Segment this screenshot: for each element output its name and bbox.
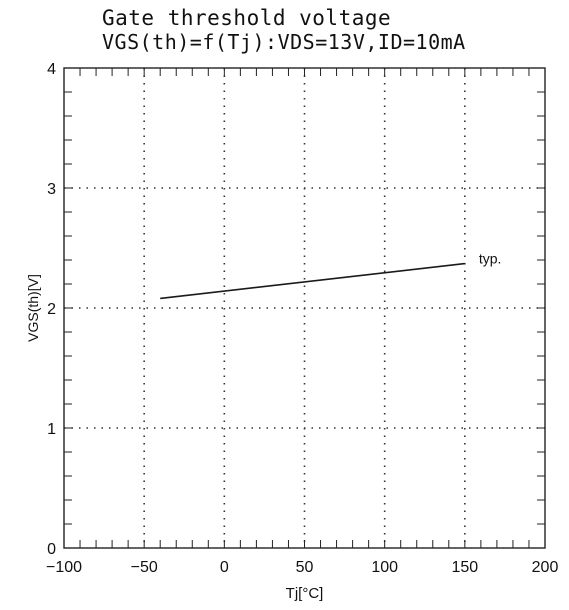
- series-group: typ.: [160, 251, 502, 300]
- x-tick-label: 50: [296, 559, 314, 576]
- y-tick-label: 1: [47, 421, 56, 438]
- x-tick-label: 0: [220, 559, 229, 576]
- x-tick-label: 150: [451, 559, 478, 576]
- x-tick-label: 200: [532, 559, 559, 576]
- x-tick-label: 100: [371, 559, 398, 576]
- grid-lines: [64, 68, 545, 548]
- chart-subtitle: VGS(th)=f(Tj):VDS=13V,ID=10mA: [102, 30, 466, 54]
- y-tick-label: 0: [47, 541, 56, 558]
- y-tick-label: 2: [47, 301, 56, 318]
- chart-title: Gate threshold voltage: [102, 6, 392, 30]
- x-axis-label: Tj[°C]: [286, 585, 324, 602]
- x-tick-label: −100: [46, 559, 82, 576]
- y-tick-label: 4: [47, 61, 56, 78]
- tick-labels: −100 −50 0 50 100 150 200 0 1 2 3 4: [46, 61, 558, 576]
- series-label: typ.: [479, 251, 502, 267]
- plot-frame: [63, 67, 546, 549]
- series-line: [160, 262, 465, 300]
- minor-ticks: [63, 67, 546, 549]
- y-tick-label: 3: [47, 181, 56, 198]
- y-axis-label: VGS(th)[V]: [25, 274, 41, 342]
- x-tick-label: −50: [131, 559, 158, 576]
